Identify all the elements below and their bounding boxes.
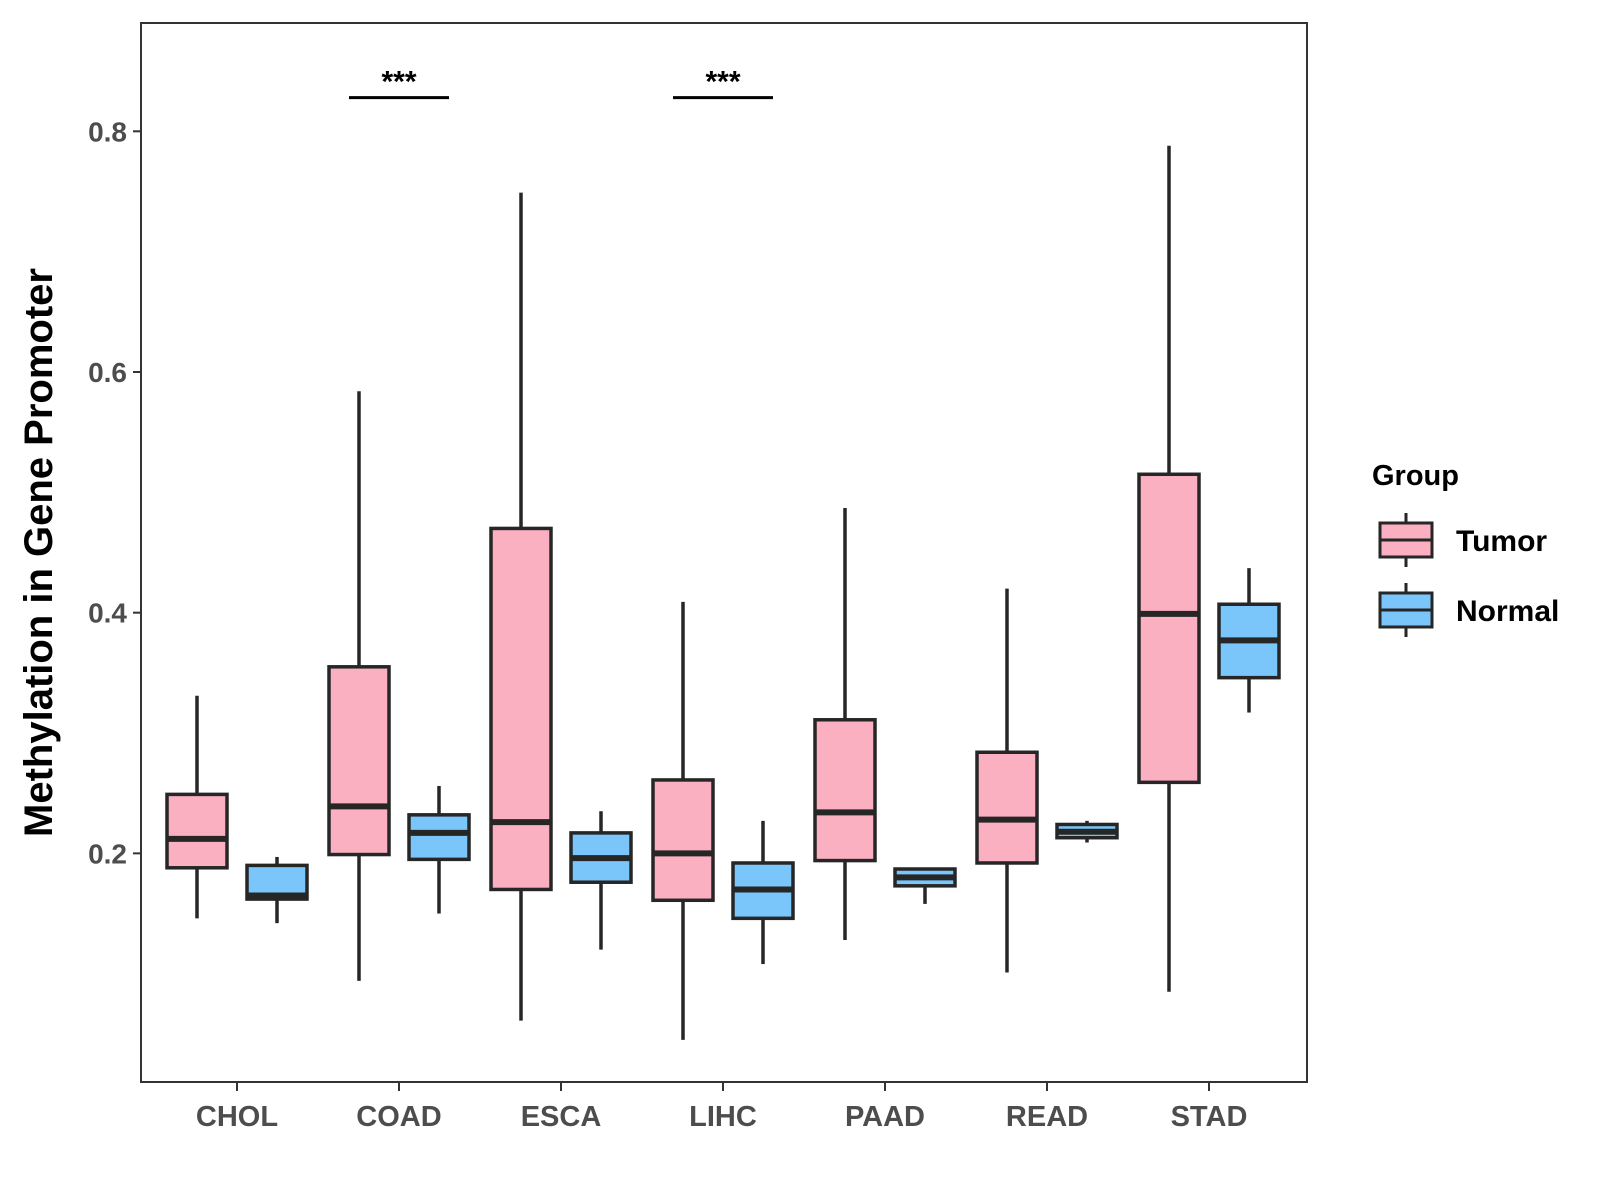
box-body <box>975 750 1039 865</box>
box-normal-coad <box>407 785 471 914</box>
significance-label: *** <box>705 66 740 99</box>
x-tick-label: STAD <box>1171 1101 1248 1133</box>
box-tumor-read <box>975 588 1039 973</box>
y-tick-label: 0.8 <box>88 116 127 147</box>
box-tumor-esca <box>489 192 553 1021</box>
box-normal-stad <box>1217 568 1281 713</box>
box-body <box>1137 472 1201 785</box>
significance-label: *** <box>381 66 416 99</box>
box-tumor-chol <box>165 695 229 919</box>
legend-label-tumor: Tumor <box>1456 525 1547 558</box>
box-tumor-coad <box>327 391 391 981</box>
legend-label-normal: Normal <box>1456 595 1559 628</box>
legend-key-normal <box>1378 583 1434 637</box>
box-body <box>813 718 877 863</box>
box-tumor-paad <box>813 507 877 940</box>
box-tumor-lihc <box>651 601 715 1040</box>
box-normal-read <box>1055 820 1119 843</box>
axes: 0.2 0.4 0.6 0.8 CHOL COAD ESCA LIHC PAAD READ STAD <box>88 116 1247 1133</box>
y-axis-title: Methylation in Gene Promoter <box>17 268 61 837</box>
box-body <box>407 813 471 862</box>
y-tick-label: 0.2 <box>88 838 127 869</box>
legend-title: Group <box>1372 460 1459 492</box>
box-normal-esca <box>569 811 633 950</box>
x-tick-label: COAD <box>356 1101 441 1133</box>
plot-area: *** *** <box>165 66 1281 1040</box>
x-tick-label: LIHC <box>689 1101 757 1133</box>
y-tick-label: 0.6 <box>88 357 127 388</box>
y-tick-label: 0.4 <box>88 598 127 629</box>
box-body <box>651 778 715 903</box>
box-body <box>327 665 391 857</box>
legend: Group Tumor Normal <box>1372 460 1559 637</box>
box-tumor-stad <box>1137 145 1201 992</box>
x-tick-label: READ <box>1006 1101 1088 1133</box>
box-normal-paad <box>893 867 957 904</box>
x-tick-label: CHOL <box>196 1101 278 1133</box>
box-normal-chol <box>245 856 309 924</box>
x-tick-label: ESCA <box>521 1101 602 1133</box>
box-body <box>165 792 229 870</box>
box-body <box>489 526 553 892</box>
x-tick-label: PAAD <box>845 1101 925 1133</box>
legend-key-tumor <box>1378 513 1434 567</box>
box-normal-lihc <box>731 820 795 965</box>
